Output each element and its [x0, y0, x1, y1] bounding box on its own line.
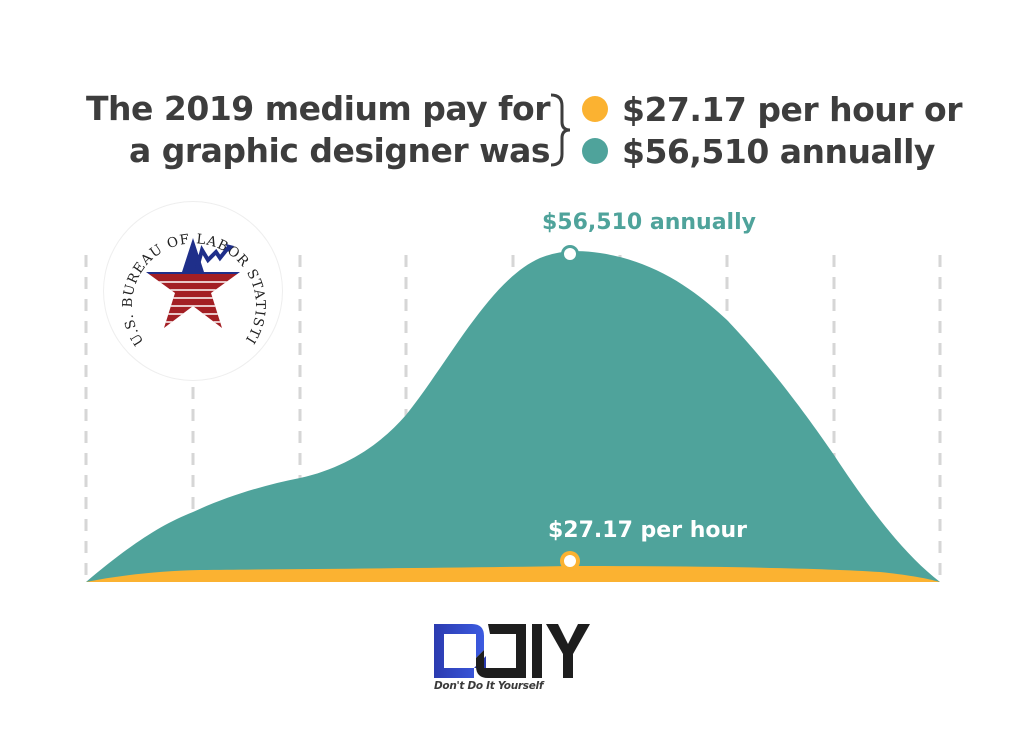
logo-tagline: Don't Do It Yourself [434, 680, 544, 692]
annual-area [86, 251, 940, 582]
brace-icon [550, 93, 571, 167]
legend-item-annual: $56,510 annually [582, 130, 962, 172]
bls-seal: U.S. BUREAU OF LABOR STATISTICS [98, 190, 282, 380]
teal-dot-icon [582, 138, 608, 164]
headline-line-2: a graphic designer was [128, 131, 551, 170]
annual-annotation: $56,510 annually [542, 210, 756, 235]
orange-dot-icon [582, 96, 608, 122]
annual-peak-dot [564, 248, 576, 260]
legend-label: $56,510 annually [622, 131, 935, 171]
legend: $27.17 per hour or $56,510 annually [582, 88, 962, 172]
hourly-annotation: $27.17 per hour [548, 518, 748, 543]
headline-line-1: The 2019 medium pay for [86, 89, 550, 128]
bls-star-icon: U.S. BUREAU OF LABOR STATISTICS [98, 190, 267, 348]
hourly-area [86, 566, 940, 582]
ddiy-logo-icon [434, 624, 590, 678]
headline: The 2019 medium pay for a graphic design… [82, 88, 550, 172]
legend-label: $27.17 per hour or [622, 89, 962, 129]
legend-item-hourly: $27.17 per hour or [582, 88, 962, 130]
hourly-dot [564, 555, 576, 567]
